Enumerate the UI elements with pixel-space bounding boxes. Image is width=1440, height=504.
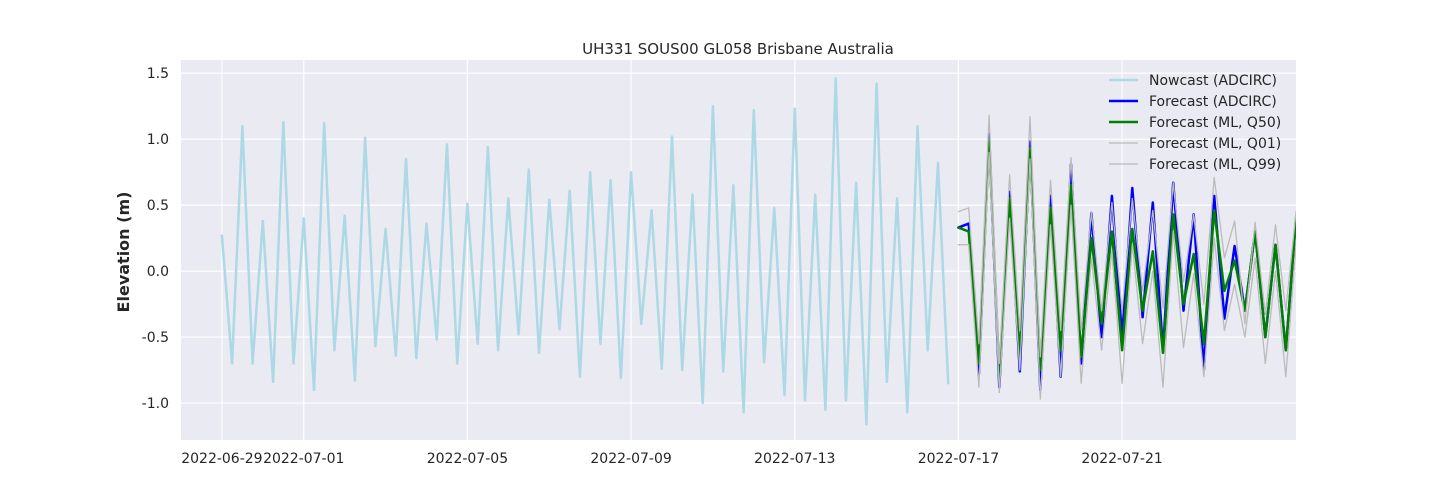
legend-label: Nowcast (ADCIRC) xyxy=(1149,73,1277,89)
legend-item: Forecast (ML, Q01) xyxy=(1109,136,1281,152)
y-tick-label: 1.5 xyxy=(147,66,169,82)
y-tick-label: 0.5 xyxy=(147,198,169,214)
legend-label: Forecast (ML, Q01) xyxy=(1149,136,1281,152)
series-line-4 xyxy=(957,151,1296,400)
legend-item: Forecast (ADCIRC) xyxy=(1109,94,1277,110)
legend-label: Forecast (ADCIRC) xyxy=(1149,94,1277,110)
plot-area xyxy=(181,60,1296,440)
x-tick-label: 2022-07-17 xyxy=(918,451,999,467)
y-axis: -1.0 -0.5 0.0 0.5 1.0 1.5 xyxy=(142,66,169,412)
x-tick-label: 2022-07-05 xyxy=(427,451,508,467)
x-tick-label: 2022-06-29 xyxy=(181,451,262,467)
y-axis-label: Elevation (m) xyxy=(114,192,133,313)
x-tick-label: 2022-07-01 xyxy=(263,451,344,467)
legend: Nowcast (ADCIRC) Forecast (ADCIRC) Forecas… xyxy=(1109,73,1281,173)
x-tick-label: 2022-07-09 xyxy=(590,451,671,467)
y-tick-label: -0.5 xyxy=(142,330,169,346)
series-group xyxy=(220,77,1296,426)
x-tick-label: 2022-07-21 xyxy=(1081,451,1162,467)
chart-title: UH331 SOUS00 GL058 Brisbane Australia xyxy=(582,40,894,58)
series-line-1 xyxy=(220,77,950,426)
legend-label: Forecast (ML, Q99) xyxy=(1149,157,1281,173)
legend-label: Forecast (ML, Q50) xyxy=(1149,115,1281,131)
legend-item: Nowcast (ADCIRC) xyxy=(1109,73,1277,89)
y-tick-label: -1.0 xyxy=(142,396,169,412)
x-axis: 2022-06-29 2022-07-01 2022-07-05 2022-07-09… xyxy=(181,451,1163,467)
legend-item: Forecast (ML, Q50) xyxy=(1109,115,1281,131)
x-tick-label: 2022-07-13 xyxy=(754,451,835,467)
y-tick-label: 1.0 xyxy=(147,132,169,148)
legend-item: Forecast (ML, Q99) xyxy=(1109,157,1281,173)
y-tick-label: 0.0 xyxy=(147,264,169,280)
series-line-5 xyxy=(957,114,1296,365)
